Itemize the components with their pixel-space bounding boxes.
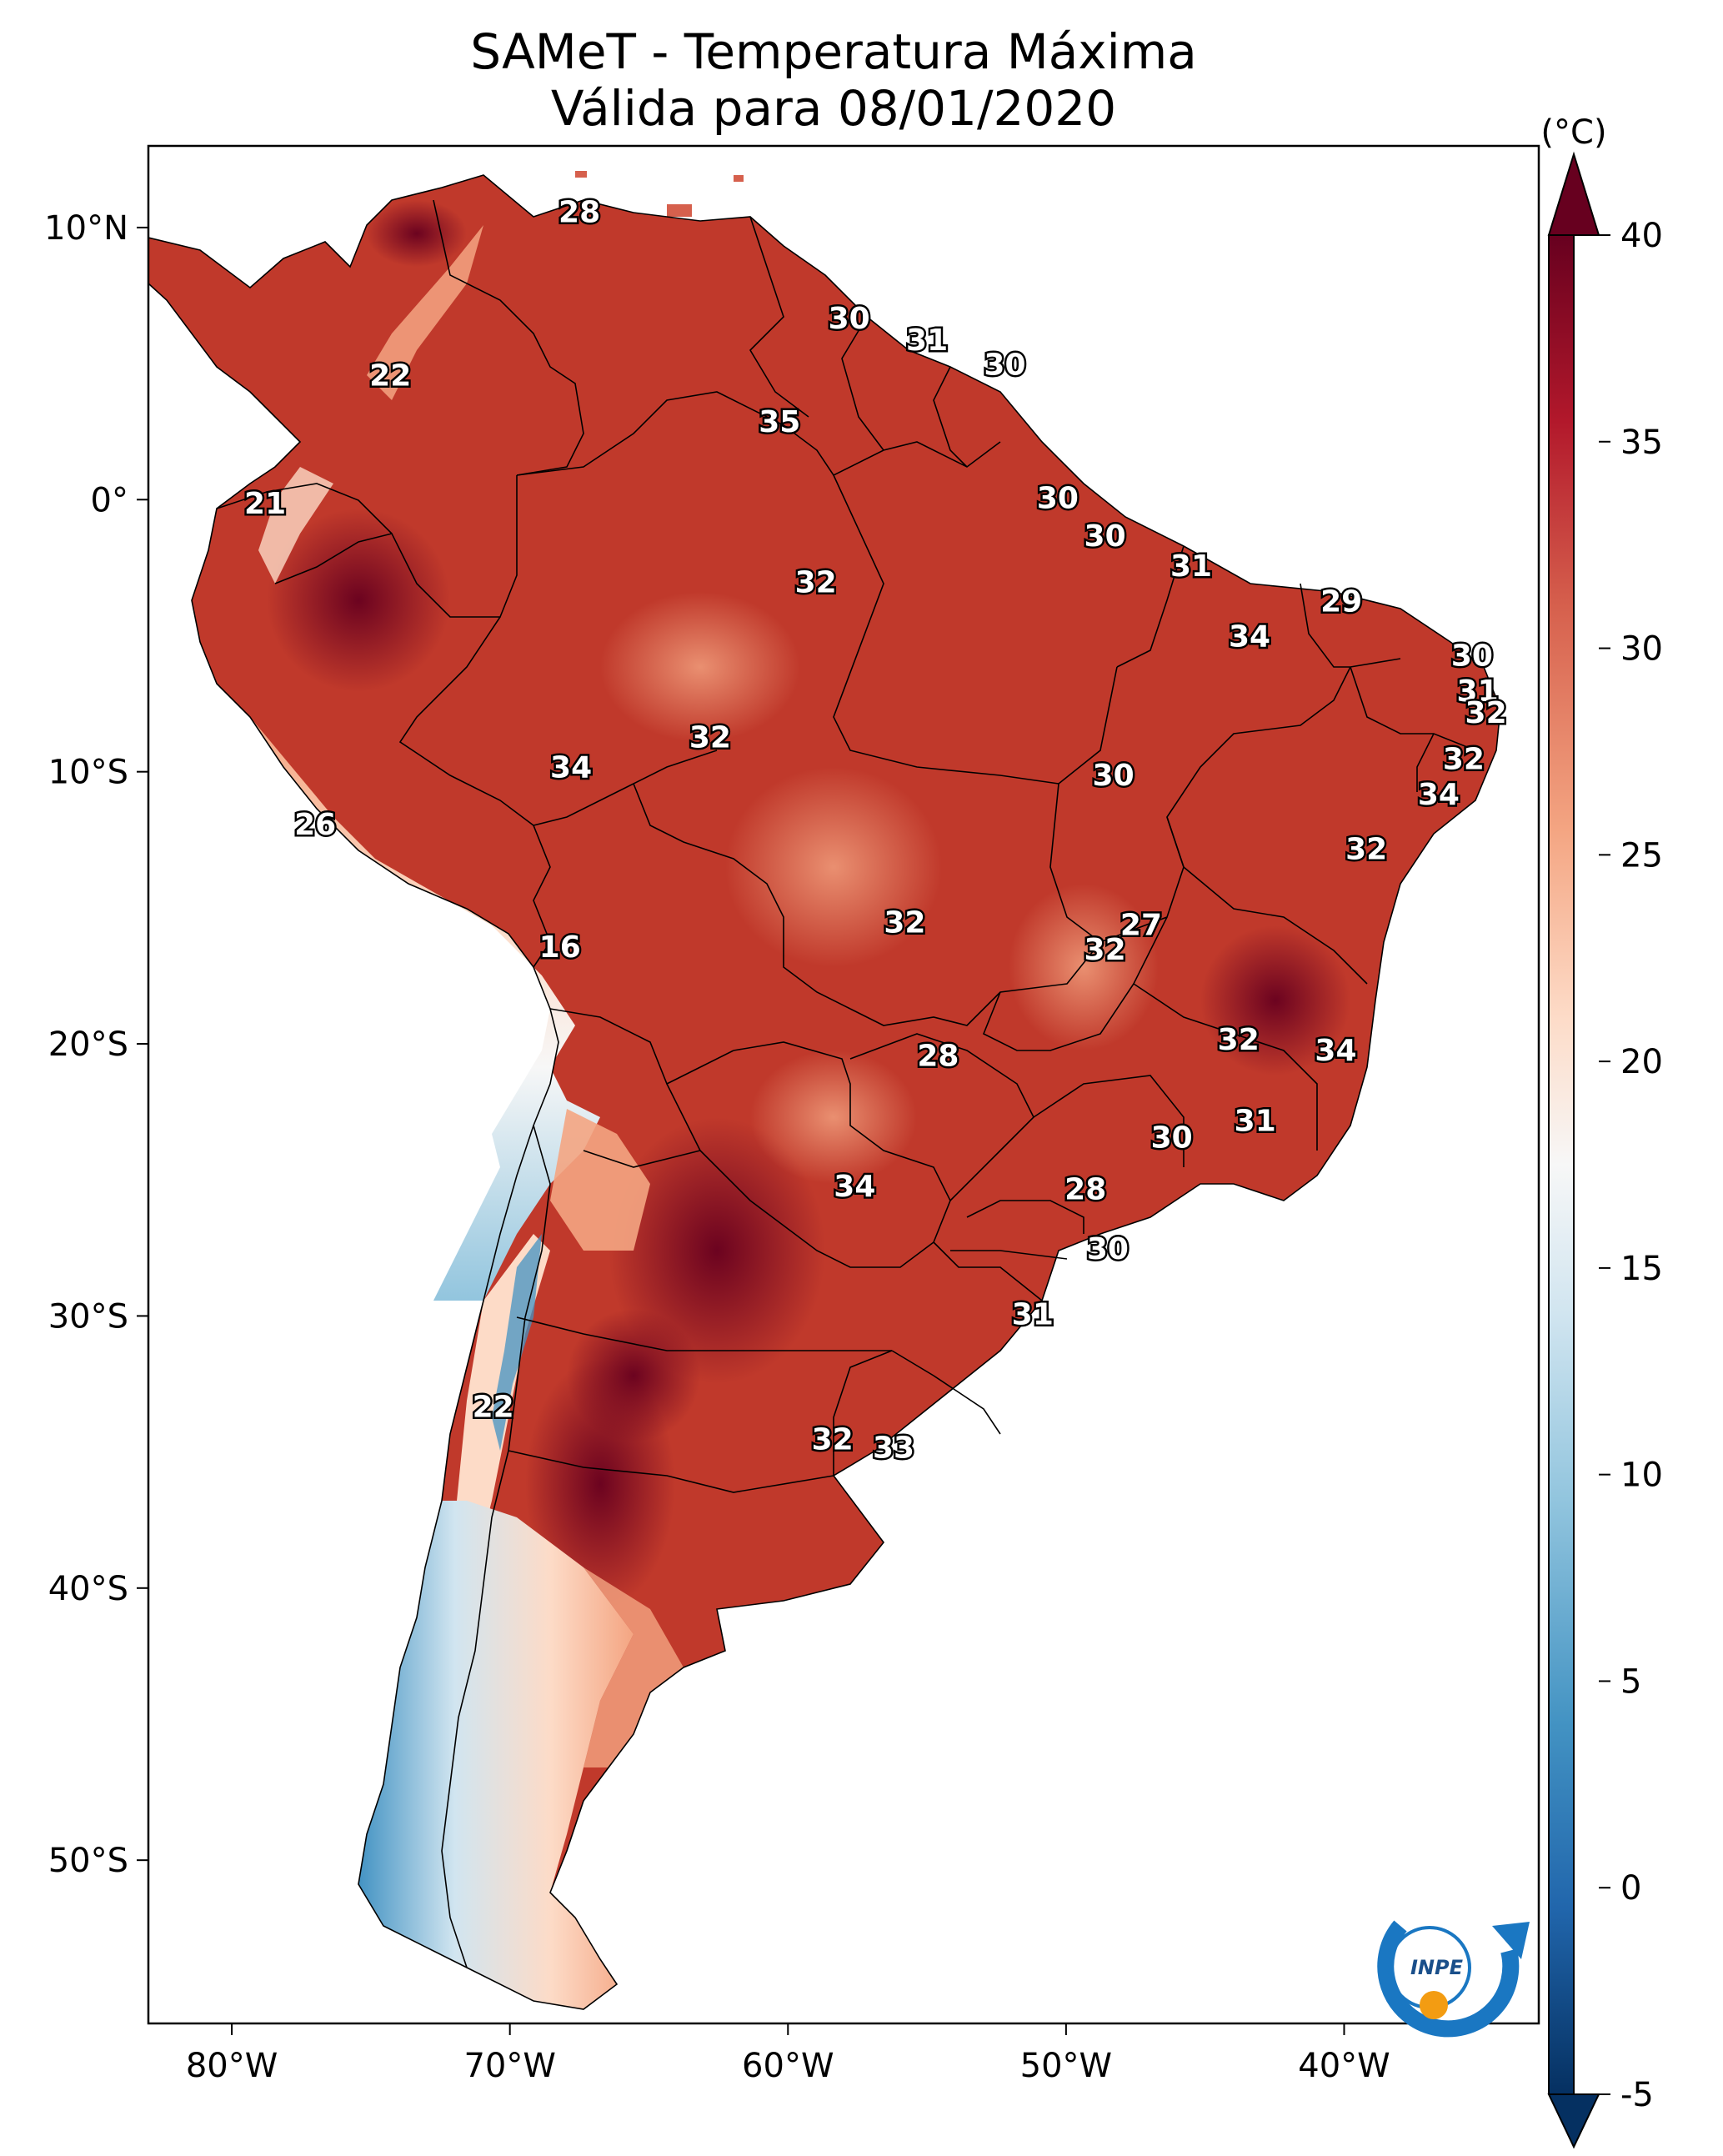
- map-frame: [147, 144, 1540, 2025]
- station-label: 30: [829, 302, 870, 336]
- colorbar-tick-label: 15: [1620, 1250, 1663, 1288]
- station-label: 30: [1151, 1121, 1193, 1155]
- x-tick-label: 60°W: [742, 2047, 834, 2085]
- station-label: 34: [834, 1170, 875, 1204]
- station-label: 28: [1064, 1172, 1106, 1206]
- colorbar-tick-label: 20: [1620, 1043, 1663, 1081]
- x-axis-ticks: 80°W 70°W 60°W 50°W 40°W: [186, 2023, 1390, 2085]
- inpe-logo: INPE: [1377, 1920, 1530, 2038]
- station-label: 34: [1418, 778, 1460, 812]
- x-tick-label: 70°W: [463, 2047, 555, 2085]
- colorbar-bar: [1549, 235, 1574, 2094]
- colorbar-tick-label: 25: [1620, 836, 1663, 875]
- x-tick-label: 80°W: [186, 2047, 278, 2085]
- colorbar-tick-label: 0: [1620, 1869, 1641, 1908]
- station-label: 32: [884, 905, 925, 940]
- station-label: 28: [558, 196, 600, 230]
- station-label: 34: [1315, 1034, 1356, 1068]
- station-label: 31: [906, 323, 948, 358]
- inpe-logo-text: INPE: [1410, 1956, 1464, 1979]
- station-label: 30: [1084, 519, 1126, 554]
- station-label: 26: [294, 808, 336, 842]
- title-line-1: SAMeT - Temperatura Máxima: [470, 23, 1197, 80]
- station-label: 31: [1235, 1105, 1276, 1139]
- y-tick-label: 10°S: [48, 754, 128, 792]
- y-tick-label: 10°N: [44, 209, 128, 248]
- station-label: 27: [1120, 909, 1162, 943]
- colorbar-tick-label: 10: [1620, 1457, 1663, 1495]
- title-line-2: Válida para 08/01/2020: [551, 80, 1116, 137]
- station-label: 30: [1037, 481, 1079, 515]
- station-label: 31: [1012, 1297, 1054, 1331]
- station-label: 30: [1087, 1232, 1129, 1266]
- station-label: 32: [795, 565, 837, 599]
- station-label: 16: [539, 930, 581, 965]
- colorbar-unit: (°C): [1540, 113, 1606, 152]
- colorbar-tick-label: 40: [1620, 217, 1663, 255]
- station-label: 29: [1320, 584, 1362, 619]
- colorbar-tick-label: 35: [1620, 424, 1663, 462]
- y-axis-ticks: 10°N 0° 10°S 20°S 30°S 40°S 50°S: [44, 209, 148, 1880]
- station-label: 32: [1345, 832, 1387, 866]
- station-label: 21: [244, 487, 286, 521]
- y-tick-label: 20°S: [48, 1025, 128, 1064]
- colorbar-tick-label: 5: [1620, 1662, 1641, 1701]
- colorbar-top-arrow: [1547, 151, 1600, 236]
- station-label: 32: [812, 1423, 854, 1457]
- station-label: 30: [984, 348, 1025, 382]
- colorbar-bottom-arrow: [1547, 2093, 1600, 2149]
- y-tick-label: 0°: [91, 481, 128, 519]
- station-label: 28: [917, 1039, 959, 1073]
- x-tick-label: 40°W: [1298, 2047, 1390, 2085]
- station-label: 32: [689, 721, 731, 755]
- colorbar-tick-label: 30: [1620, 630, 1663, 669]
- station-label: 32: [1465, 696, 1507, 730]
- station-label: 31: [1170, 549, 1212, 584]
- station-label: 35: [759, 405, 800, 439]
- y-tick-label: 30°S: [48, 1297, 128, 1336]
- station-label: 32: [1443, 743, 1485, 777]
- station-label: 30: [1451, 639, 1493, 674]
- station-label: 32: [1084, 933, 1126, 967]
- y-tick-label: 50°S: [48, 1842, 128, 1880]
- station-label: 34: [1229, 620, 1270, 654]
- colorbar-ticks: 40 35 30 25 20 15 10 5 0 -5: [1599, 217, 1663, 2114]
- station-label: 22: [369, 358, 411, 393]
- station-label: 30: [1093, 759, 1134, 793]
- country-borders: [148, 174, 1501, 2010]
- station-label: 34: [550, 750, 592, 785]
- y-tick-label: 40°S: [48, 1570, 128, 1608]
- station-label: 31: [1457, 674, 1499, 709]
- colorbar-tick-label: -5: [1620, 2076, 1654, 2114]
- station-label: 22: [473, 1390, 514, 1424]
- x-tick-label: 50°W: [1020, 2047, 1112, 2085]
- colorbar: (°C) 40 35 30 25 20 15 10 5 0 -5: [1540, 113, 1663, 2149]
- station-label: 33: [873, 1431, 914, 1465]
- station-label: 32: [1218, 1023, 1260, 1057]
